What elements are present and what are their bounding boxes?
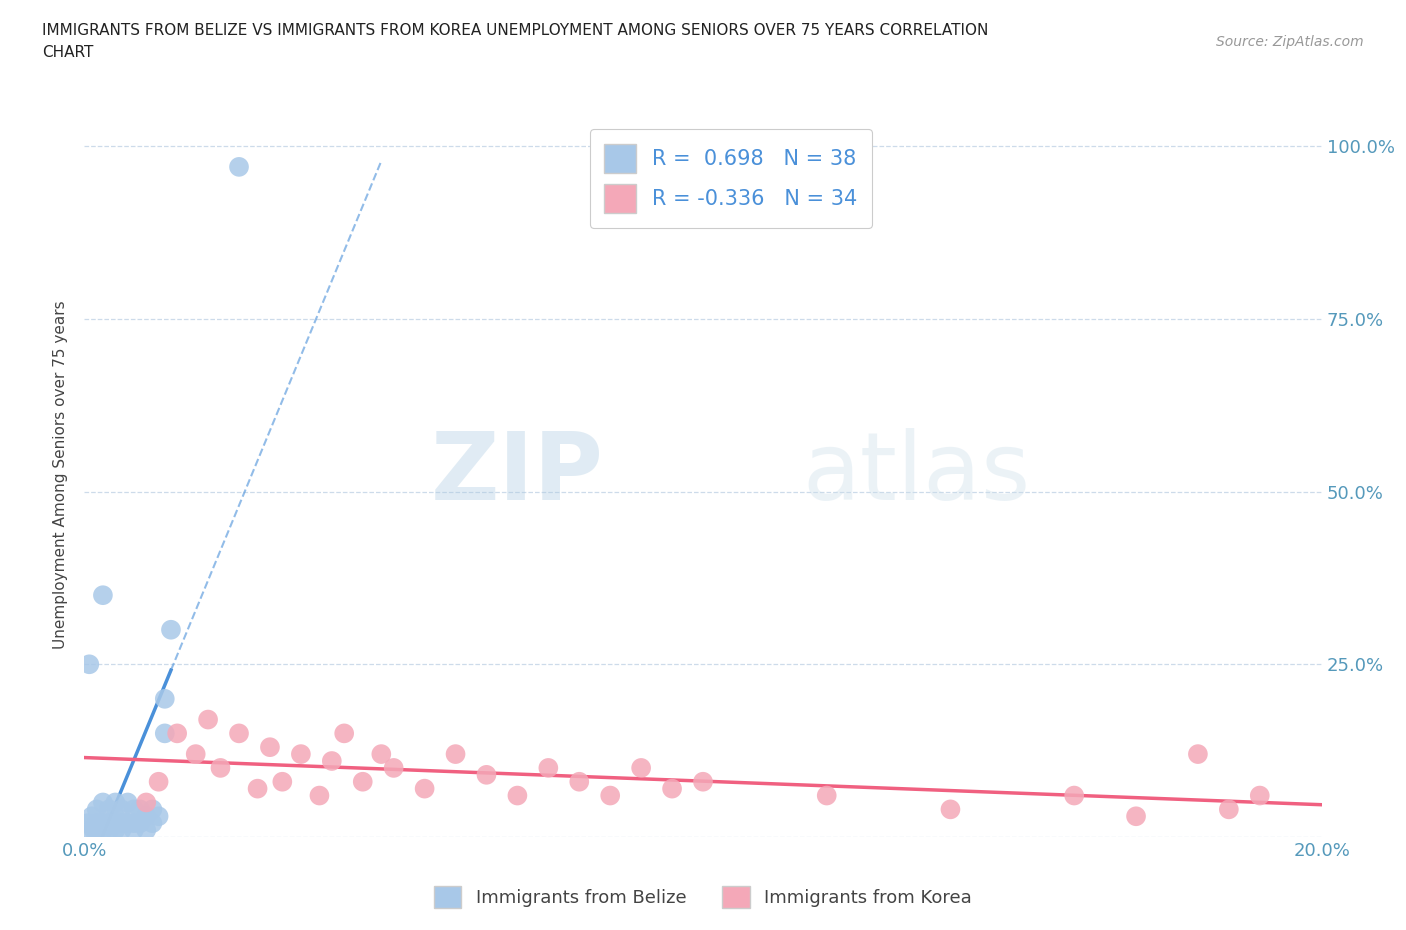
- Point: [141, 802, 163, 817]
- Point: [1063, 788, 1085, 803]
- Point: [271, 775, 294, 790]
- Point: [661, 781, 683, 796]
- Point: [110, 802, 132, 817]
- Point: [117, 816, 139, 830]
- Point: [104, 809, 127, 824]
- Point: [86, 823, 108, 838]
- Point: [110, 816, 132, 830]
- Point: [129, 802, 152, 817]
- Point: [135, 823, 157, 838]
- Point: [352, 775, 374, 790]
- Point: [153, 691, 176, 706]
- Point: [308, 788, 330, 803]
- Point: [184, 747, 207, 762]
- Point: [91, 823, 114, 838]
- Point: [815, 788, 838, 803]
- Point: [537, 761, 560, 776]
- Point: [599, 788, 621, 803]
- Point: [246, 781, 269, 796]
- Point: [104, 795, 127, 810]
- Point: [506, 788, 529, 803]
- Point: [135, 795, 157, 810]
- Point: [104, 816, 127, 830]
- Point: [91, 816, 114, 830]
- Point: [135, 809, 157, 824]
- Point: [98, 823, 121, 838]
- Point: [117, 795, 139, 810]
- Point: [160, 622, 183, 637]
- Point: [321, 753, 343, 768]
- Point: [568, 775, 591, 790]
- Point: [148, 809, 170, 824]
- Point: [197, 712, 219, 727]
- Point: [939, 802, 962, 817]
- Point: [333, 726, 356, 741]
- Point: [129, 816, 152, 830]
- Point: [91, 588, 114, 603]
- Point: [1218, 802, 1240, 817]
- Legend: Immigrants from Belize, Immigrants from Korea: Immigrants from Belize, Immigrants from …: [427, 879, 979, 915]
- Point: [148, 775, 170, 790]
- Point: [86, 802, 108, 817]
- Point: [153, 726, 176, 741]
- Point: [259, 739, 281, 754]
- Point: [166, 726, 188, 741]
- Point: [692, 775, 714, 790]
- Point: [228, 159, 250, 174]
- Point: [141, 816, 163, 830]
- Point: [209, 761, 232, 776]
- Point: [76, 816, 98, 830]
- Text: IMMIGRANTS FROM BELIZE VS IMMIGRANTS FROM KOREA UNEMPLOYMENT AMONG SENIORS OVER : IMMIGRANTS FROM BELIZE VS IMMIGRANTS FRO…: [42, 23, 988, 60]
- Point: [83, 823, 105, 838]
- Point: [228, 726, 250, 741]
- Point: [1125, 809, 1147, 824]
- Point: [413, 781, 436, 796]
- Point: [122, 802, 145, 817]
- Point: [290, 747, 312, 762]
- Point: [91, 795, 114, 810]
- Point: [444, 747, 467, 762]
- Point: [86, 816, 108, 830]
- Text: atlas: atlas: [801, 429, 1031, 520]
- Point: [1187, 747, 1209, 762]
- Point: [370, 747, 392, 762]
- Point: [475, 767, 498, 782]
- Point: [122, 823, 145, 838]
- Point: [98, 816, 121, 830]
- Point: [110, 823, 132, 838]
- Point: [1249, 788, 1271, 803]
- Point: [104, 823, 127, 838]
- Point: [79, 657, 101, 671]
- Point: [382, 761, 405, 776]
- Point: [122, 816, 145, 830]
- Point: [79, 823, 101, 838]
- Point: [98, 802, 121, 817]
- Point: [630, 761, 652, 776]
- Text: Source: ZipAtlas.com: Source: ZipAtlas.com: [1216, 35, 1364, 49]
- Text: ZIP: ZIP: [432, 429, 605, 520]
- Point: [80, 809, 103, 824]
- Y-axis label: Unemployment Among Seniors over 75 years: Unemployment Among Seniors over 75 years: [53, 300, 69, 648]
